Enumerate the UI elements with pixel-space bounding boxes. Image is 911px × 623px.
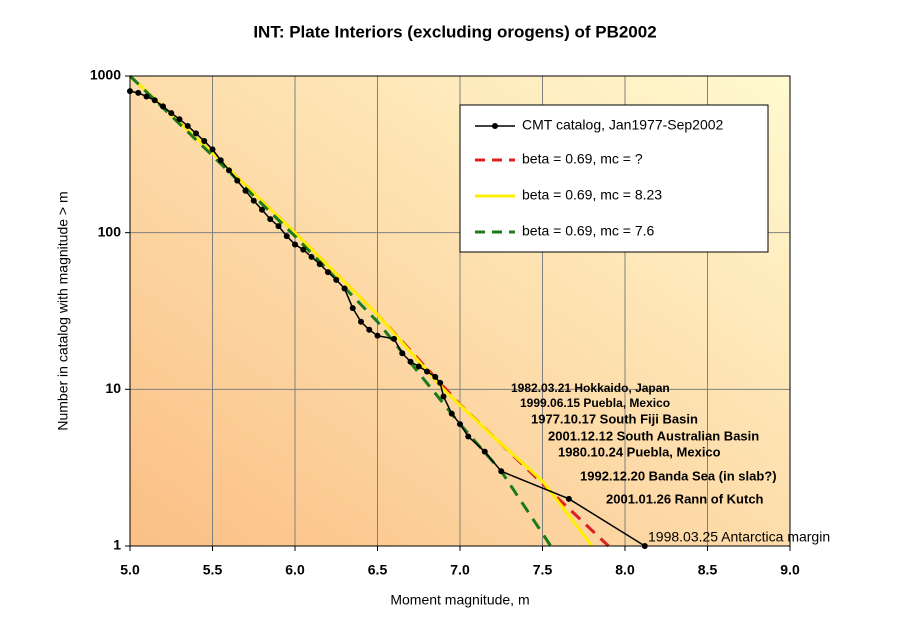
y-axis-label: Number in catalog with magnitude > m <box>55 191 71 430</box>
x-tick-label: 5.0 <box>120 562 140 578</box>
point <box>226 167 232 174</box>
point <box>407 358 414 365</box>
x-tick-label: 8.0 <box>615 562 635 578</box>
point <box>176 116 183 123</box>
point <box>201 137 208 144</box>
point <box>498 468 505 475</box>
legend-label: CMT catalog, Jan1977-Sep2002 <box>522 117 724 133</box>
annotation: 1982.03.21 Hokkaido, Japan <box>511 381 670 395</box>
point <box>341 285 348 292</box>
point <box>292 241 298 248</box>
point <box>399 350 406 357</box>
point <box>193 130 199 137</box>
y-tick-label: 1000 <box>90 67 121 83</box>
point <box>457 421 463 428</box>
x-tick-label: 6.5 <box>368 562 388 578</box>
chart-title: INT: Plate Interiors (excluding orogens)… <box>253 22 656 41</box>
point <box>565 495 572 502</box>
legend <box>459 104 769 253</box>
point <box>275 223 282 230</box>
point <box>349 305 356 312</box>
y-tick-label: 100 <box>98 223 122 239</box>
annotation: 2001.01.26 Rann of Kutch <box>606 491 764 506</box>
point <box>432 373 439 380</box>
point <box>437 379 444 386</box>
point <box>300 246 307 253</box>
x-tick-label: 7.0 <box>450 562 470 578</box>
point <box>217 157 224 164</box>
point <box>259 206 265 213</box>
point <box>358 318 364 325</box>
annotation: 1998.03.25 Antarctica margin <box>648 529 830 545</box>
legend-label: beta = 0.69, mc = ? <box>522 151 643 167</box>
point <box>250 197 257 204</box>
point <box>481 448 488 455</box>
point <box>283 233 290 240</box>
point <box>316 261 323 268</box>
point <box>465 433 472 440</box>
annotation: 1977.10.17 South Fiji Basin <box>531 411 698 426</box>
y-tick-label: 1 <box>113 537 121 553</box>
x-tick-label: 7.5 <box>533 562 553 578</box>
plot-border <box>129 75 791 547</box>
point <box>415 363 422 370</box>
point <box>267 216 274 223</box>
point <box>184 122 191 129</box>
annotation: 1980.10.24 Puebla, Mexico <box>558 444 721 459</box>
legend-label: beta = 0.69, mc = 7.6 <box>522 223 655 239</box>
x-tick-label: 9.0 <box>780 562 800 578</box>
point <box>333 276 340 283</box>
point <box>366 326 373 333</box>
annotation: 1992.12.20 Banda Sea (in slab?) <box>580 468 777 483</box>
point <box>151 97 158 104</box>
series-line <box>129 90 646 547</box>
point <box>424 368 430 375</box>
point <box>242 187 249 194</box>
point <box>143 93 150 100</box>
y-tick-label: 10 <box>105 380 121 396</box>
point <box>209 146 216 153</box>
point <box>234 177 241 184</box>
point <box>168 110 175 117</box>
point <box>308 253 315 260</box>
x-tick-label: 8.5 <box>698 562 718 578</box>
legend-label: beta = 0.69, mc = 8.23 <box>522 187 662 203</box>
annotation: 1999.06.15 Puebla, Mexico <box>520 396 670 410</box>
point <box>448 410 455 417</box>
x-axis-label: Moment magnitude, m <box>390 592 529 608</box>
x-tick-label: 5.5 <box>203 562 223 578</box>
point <box>325 269 331 276</box>
point <box>374 332 381 339</box>
legend-marker <box>492 123 498 129</box>
point <box>440 393 447 400</box>
annotation: 2001.12.12 South Australian Basin <box>548 428 759 443</box>
point <box>135 89 142 96</box>
point <box>160 103 166 110</box>
x-tick-label: 6.0 <box>285 562 305 578</box>
point <box>391 335 397 342</box>
